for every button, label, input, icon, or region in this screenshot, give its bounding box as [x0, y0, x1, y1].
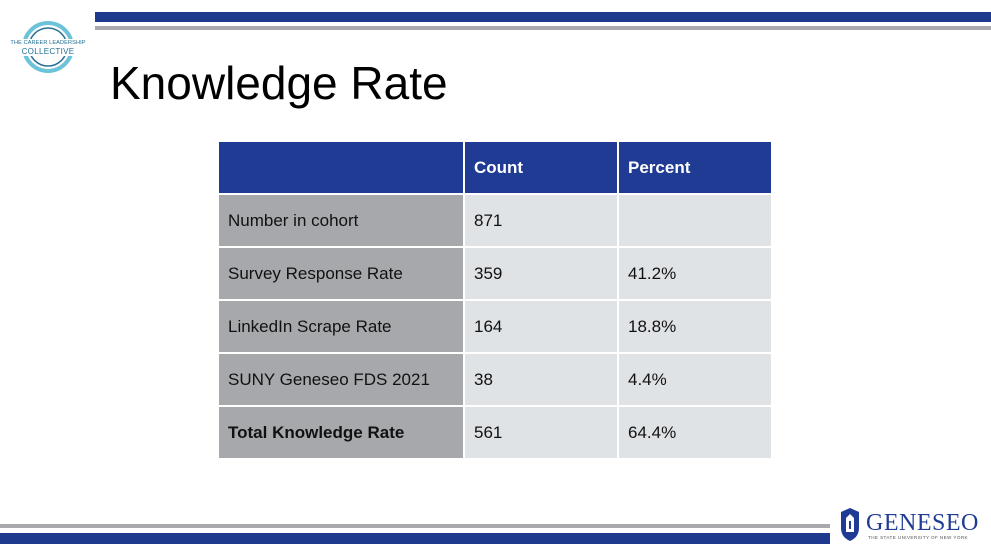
geneseo-wordmark: GENESEO — [866, 510, 979, 536]
row-count: 561 — [463, 405, 619, 460]
geneseo-shield-icon — [841, 508, 859, 541]
row-label: Total Knowledge Rate — [217, 405, 465, 460]
row-count: 359 — [463, 246, 619, 301]
row-label: Survey Response Rate — [217, 246, 465, 301]
row-percent: 64.4% — [617, 405, 773, 460]
table-total-row: Total Knowledge Rate 561 64.4% — [217, 405, 773, 460]
row-percent: 4.4% — [617, 352, 773, 407]
slide-title: Knowledge Rate — [110, 57, 448, 109]
logo-circle-icon — [16, 21, 80, 73]
row-count: 164 — [463, 299, 619, 354]
header-percent: Percent — [617, 140, 773, 195]
row-label: Number in cohort — [217, 193, 465, 248]
table-row: LinkedIn Scrape Rate 164 18.8% — [217, 299, 773, 354]
top-gray-rule — [95, 26, 991, 30]
bottom-gray-rule — [0, 524, 830, 528]
row-count: 871 — [463, 193, 619, 248]
table-header-row: Count Percent — [217, 140, 773, 195]
header-count: Count — [463, 140, 619, 195]
bottom-blue-rule — [0, 533, 830, 544]
knowledge-rate-table: Count Percent Number in cohort 871 Surve… — [217, 140, 773, 460]
geneseo-logo: GENESEO THE STATE UNIVERSITY OF NEW YORK — [838, 506, 988, 546]
top-blue-rule — [95, 12, 991, 22]
row-label: SUNY Geneseo FDS 2021 — [217, 352, 465, 407]
table-row: SUNY Geneseo FDS 2021 38 4.4% — [217, 352, 773, 407]
header-empty — [217, 140, 465, 195]
row-percent — [617, 193, 773, 248]
row-count: 38 — [463, 352, 619, 407]
geneseo-subtitle: THE STATE UNIVERSITY OF NEW YORK — [868, 535, 969, 540]
logo-text-line2: COLLECTIVE — [21, 47, 75, 56]
career-leadership-collective-logo: THE CAREER LEADERSHIP COLLECTIVE — [10, 18, 86, 76]
logo-text-line1: THE CAREER LEADERSHIP — [10, 40, 86, 46]
table-row: Survey Response Rate 359 41.2% — [217, 246, 773, 301]
table-row: Number in cohort 871 — [217, 193, 773, 248]
row-label: LinkedIn Scrape Rate — [217, 299, 465, 354]
row-percent: 18.8% — [617, 299, 773, 354]
row-percent: 41.2% — [617, 246, 773, 301]
